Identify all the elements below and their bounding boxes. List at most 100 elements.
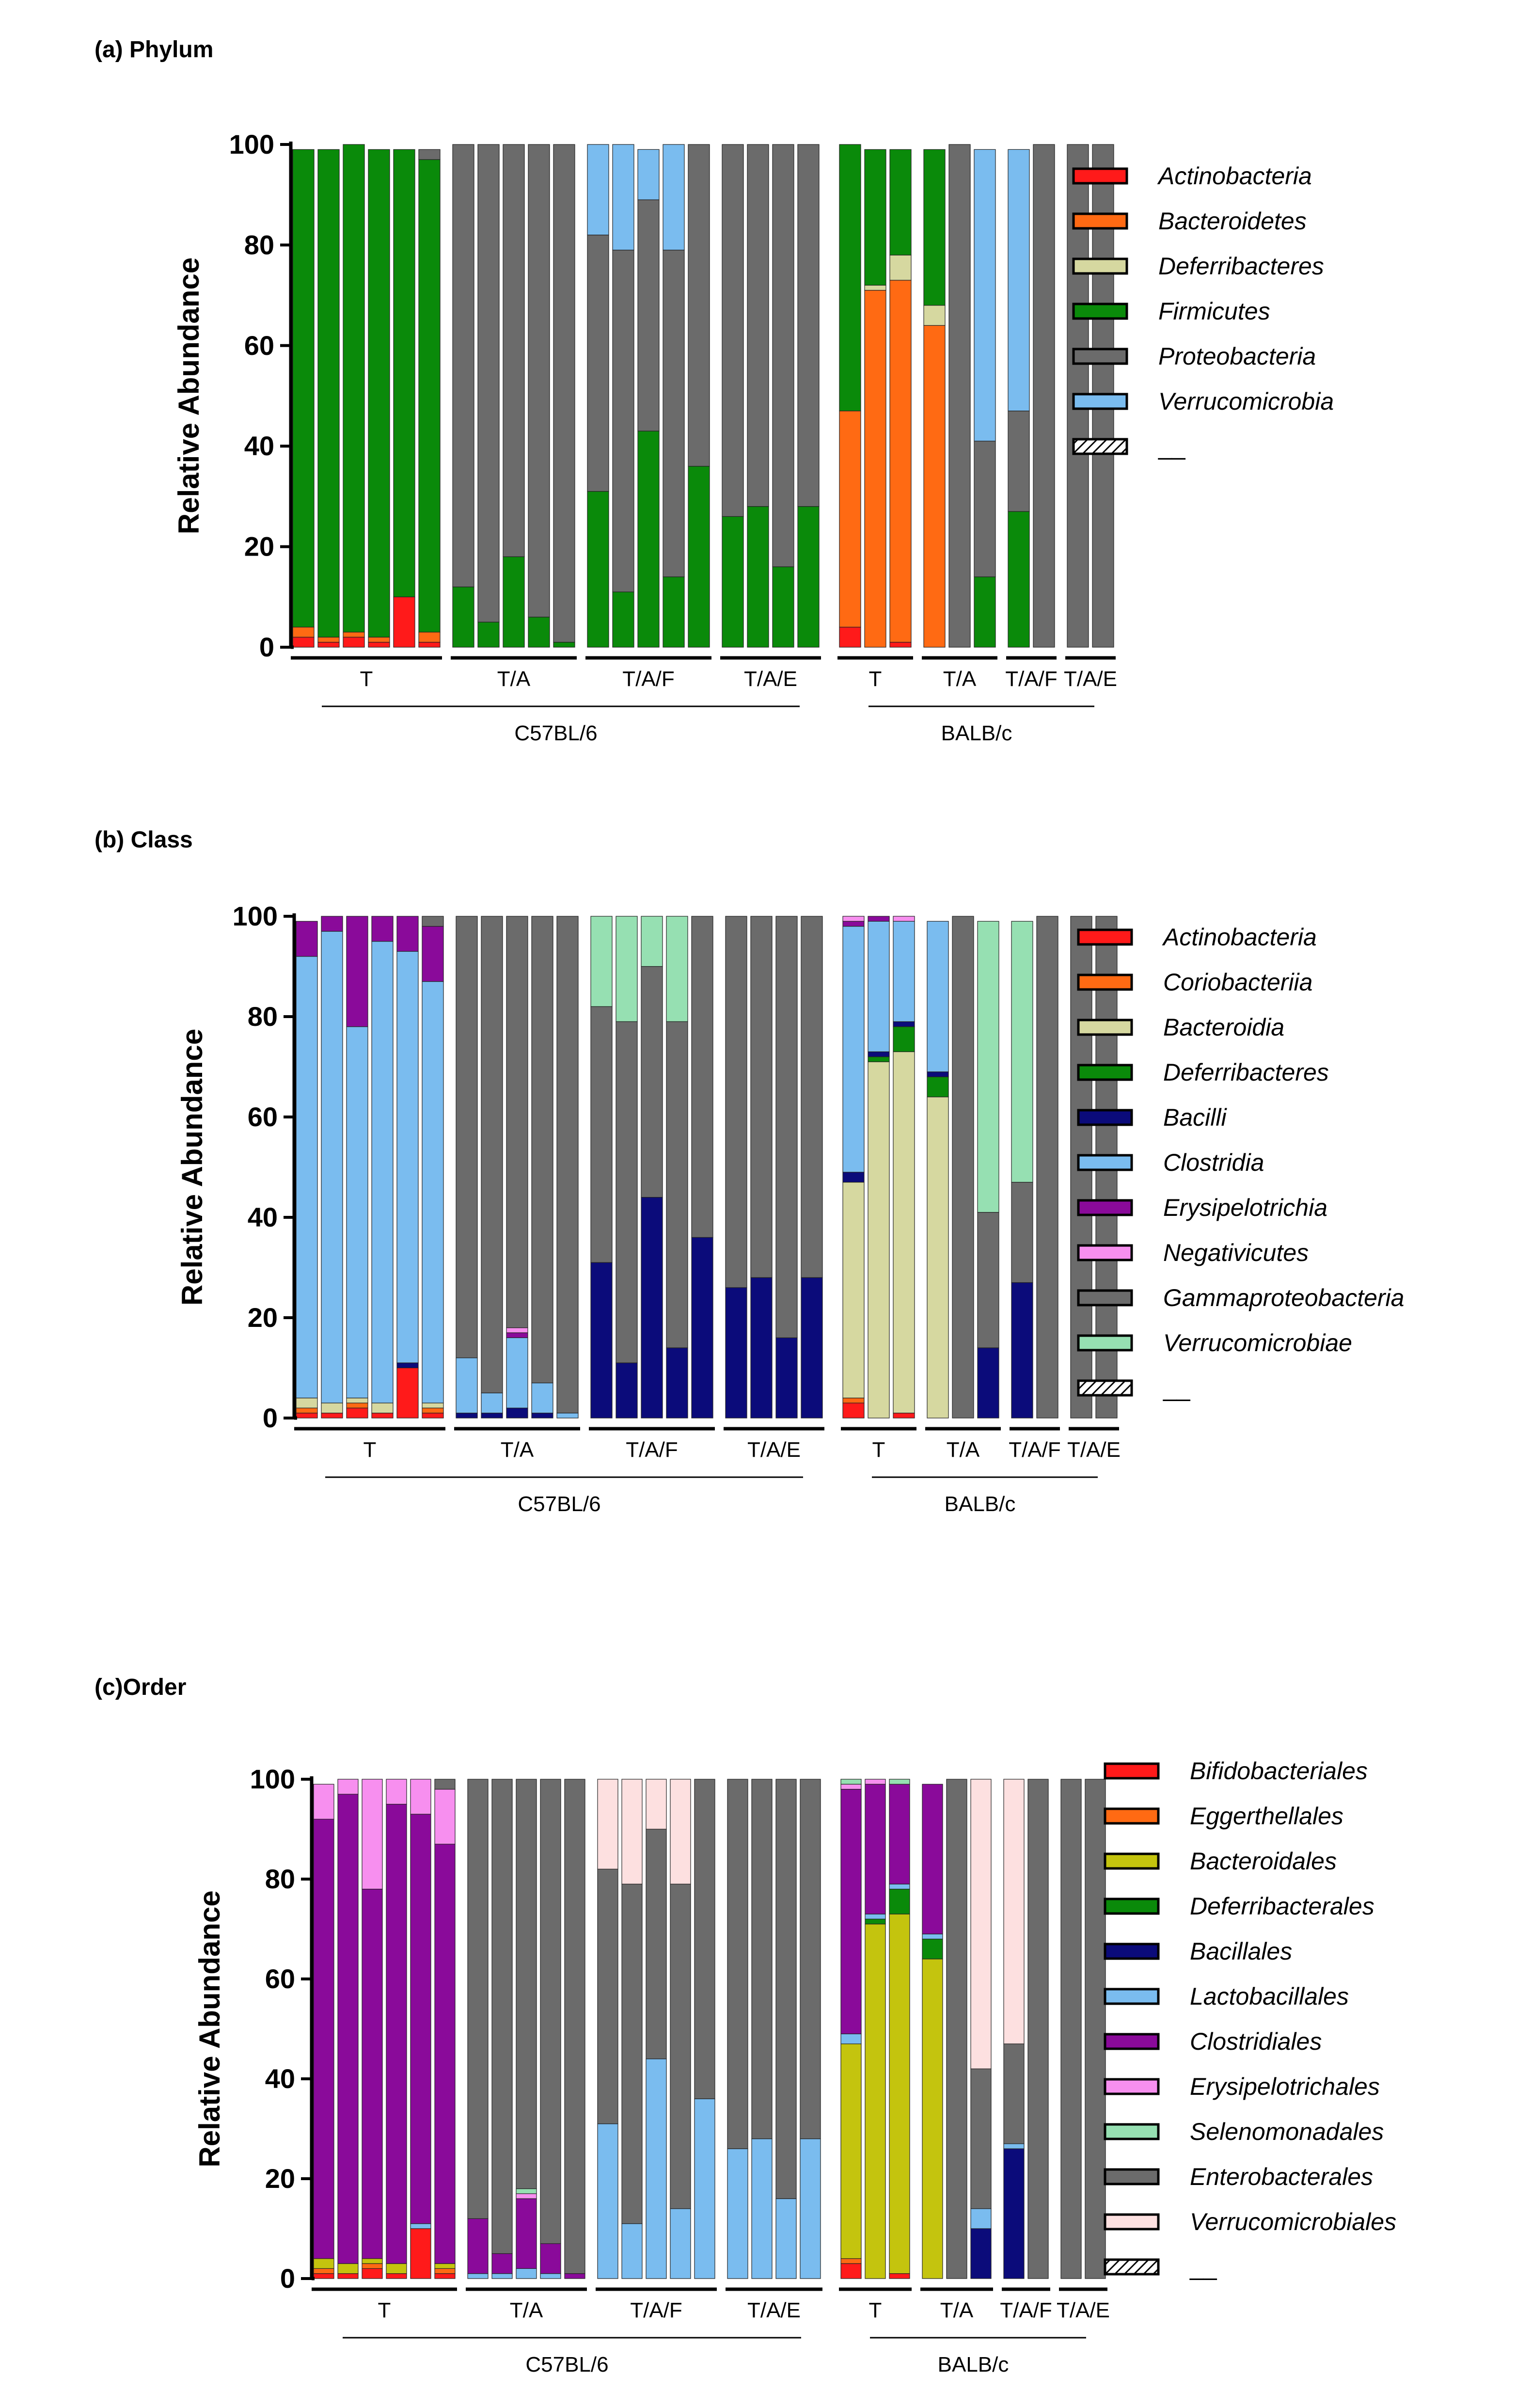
strain-label: C57BL/6 [514, 721, 597, 745]
bar-segment-erysipelotrichia [346, 916, 368, 1027]
bar-segment-proteobacteria [1033, 144, 1055, 648]
group-label: T [360, 667, 373, 691]
legend-label: Coriobacteriia [1163, 969, 1312, 996]
bar-segment-bacilli [1011, 1282, 1033, 1419]
bar-segment-bacteroidetes [292, 626, 315, 638]
bar-segment-bacteroidetes [864, 290, 886, 648]
bar-segment-actinobacteria [292, 637, 315, 648]
bar-segment-bacilli [531, 1413, 553, 1419]
strain-label: C57BL/6 [525, 2353, 608, 2376]
bar-stack [775, 916, 798, 1419]
bar-segment-enterobacterales [800, 1779, 821, 2139]
bar-stack [467, 1779, 489, 2279]
bar-segment-actinobacteria [842, 1403, 865, 1419]
bar-segment-coriobacteriia [422, 1407, 444, 1414]
bar-segment-firmicutes [477, 622, 500, 648]
bar-segment-clostridia [893, 921, 915, 1022]
bar-segment-enterobacterales [751, 1779, 773, 2139]
legend-swatch [1104, 1988, 1160, 2005]
bar-stack [840, 1779, 862, 2279]
y-tick-label: 20 [244, 531, 274, 562]
bar-segment-bacilli [775, 1337, 798, 1419]
bar-segment-gammaproteobacteria [590, 1006, 613, 1263]
legend-label: Selenomonadales [1190, 2118, 1384, 2145]
bar-segment-proteobacteria [948, 144, 971, 648]
bar-segment-firmicutes [974, 576, 996, 648]
bar-segment-firmicutes [797, 506, 820, 648]
bar-stack [491, 1779, 513, 2279]
legend-swatch [1104, 1898, 1160, 1915]
group-label: T [869, 2298, 882, 2322]
bar-segment-bifidobacteriales [434, 2273, 456, 2279]
bar-segment-lactobacillales [889, 1883, 910, 1890]
bar-segment-coriobacteriia [296, 1407, 318, 1414]
legend-item: Erysipelotrichia [1077, 1194, 1327, 1221]
bar-stack [362, 1779, 383, 2279]
bar-segment-proteobacteria [722, 144, 744, 517]
bar-segment-bacteroidetes [418, 632, 441, 643]
bar-segment-verrucomicrobiales [670, 1779, 691, 1884]
bar-segment-clostridiales [313, 1818, 334, 2259]
bar-segment-firmicutes [864, 149, 886, 286]
legend-item: Verrucomicrobiales [1104, 2208, 1396, 2235]
panel-title: (a) Phylum [95, 37, 213, 63]
y-tick-label: 60 [265, 1963, 295, 1994]
bar-segment-lactobacillales [694, 2098, 715, 2279]
bar-segment-actinobacteria [422, 1413, 444, 1419]
bar-segment-lactobacillales [540, 2273, 561, 2279]
bar-segment-bacteroidales [362, 2258, 383, 2264]
group-label: T/A/F [626, 1438, 678, 1462]
legend-label: Eggerthellales [1190, 1802, 1343, 1830]
bar-segment-firmicutes [418, 159, 441, 633]
legend-swatch [1072, 348, 1128, 365]
bar-segment-clostridiales [516, 2198, 537, 2269]
bar-stack [368, 149, 390, 648]
bar-segment-lactobacillales [670, 2208, 691, 2279]
bar-segment-erysipelotrichales [410, 1779, 431, 1815]
legend-label: Bifidobacteriales [1190, 1757, 1368, 1785]
bar-segment-bifidobacteriales [313, 2273, 334, 2279]
bar-segment-verrucomicrobiae [641, 916, 663, 967]
bar-segment-bacteroidales [922, 1959, 943, 2279]
bar-segment-deferribacterales [889, 1889, 910, 1914]
bar-stack [688, 144, 710, 648]
legend-label: Bacteroidales [1190, 1848, 1337, 1875]
bar-segment-firmicutes [923, 149, 946, 306]
bar-segment-erysipelotrichales [865, 1779, 886, 1785]
bar-segment-lactobacillales [727, 2148, 748, 2279]
bar-stack [516, 1779, 537, 2279]
legend-item: Bacteroidales [1104, 1848, 1337, 1875]
bar-segment-bacilli [750, 1277, 773, 1419]
bar-segment-verrucomicrobiae [616, 916, 638, 1022]
bar-stack [970, 1779, 992, 2279]
panel-title: (c)Order [95, 1674, 186, 1700]
legend-label: Bacteroidia [1163, 1014, 1284, 1041]
bar-stack [751, 1779, 773, 2279]
legend-item: Lactobacillales [1104, 1983, 1349, 2010]
bar-segment-gammaproteobacteria [750, 916, 773, 1278]
bar-stack [974, 149, 996, 648]
bar-stack [456, 916, 478, 1419]
legend-item: Firmicutes [1072, 298, 1270, 325]
bar-segment-verrucomicrobia [1008, 149, 1030, 412]
bar-segment-bacillales [1003, 2148, 1025, 2279]
bar-stack [1085, 1779, 1106, 2279]
bar-segment-clostridia [842, 926, 865, 1173]
bar-segment-firmicutes [368, 149, 390, 638]
legend-label: Erysipelotrichales [1190, 2073, 1380, 2100]
bar-stack [343, 144, 365, 648]
bar-segment-bacilli [927, 1071, 949, 1077]
bar-segment-bacteroidia [346, 1398, 368, 1403]
bar-segment-bacteroidia [842, 1181, 865, 1399]
legend-label: Gammaproteobacteria [1163, 1284, 1404, 1311]
bar-segment-deferribacteres [923, 305, 946, 326]
bar-segment-proteobacteria [1008, 411, 1030, 512]
bar-stack [893, 916, 915, 1419]
bar-segment-deferribacteres [927, 1076, 949, 1098]
bar-segment-deferribacteres [864, 285, 886, 291]
bar-segment-bacilli [868, 1051, 890, 1057]
bar-segment-firmicutes [612, 591, 634, 648]
legend-item: Bifidobacteriales [1104, 1757, 1368, 1785]
bar-stack [477, 144, 500, 648]
legend-item: Gammaproteobacteria [1077, 1284, 1404, 1311]
